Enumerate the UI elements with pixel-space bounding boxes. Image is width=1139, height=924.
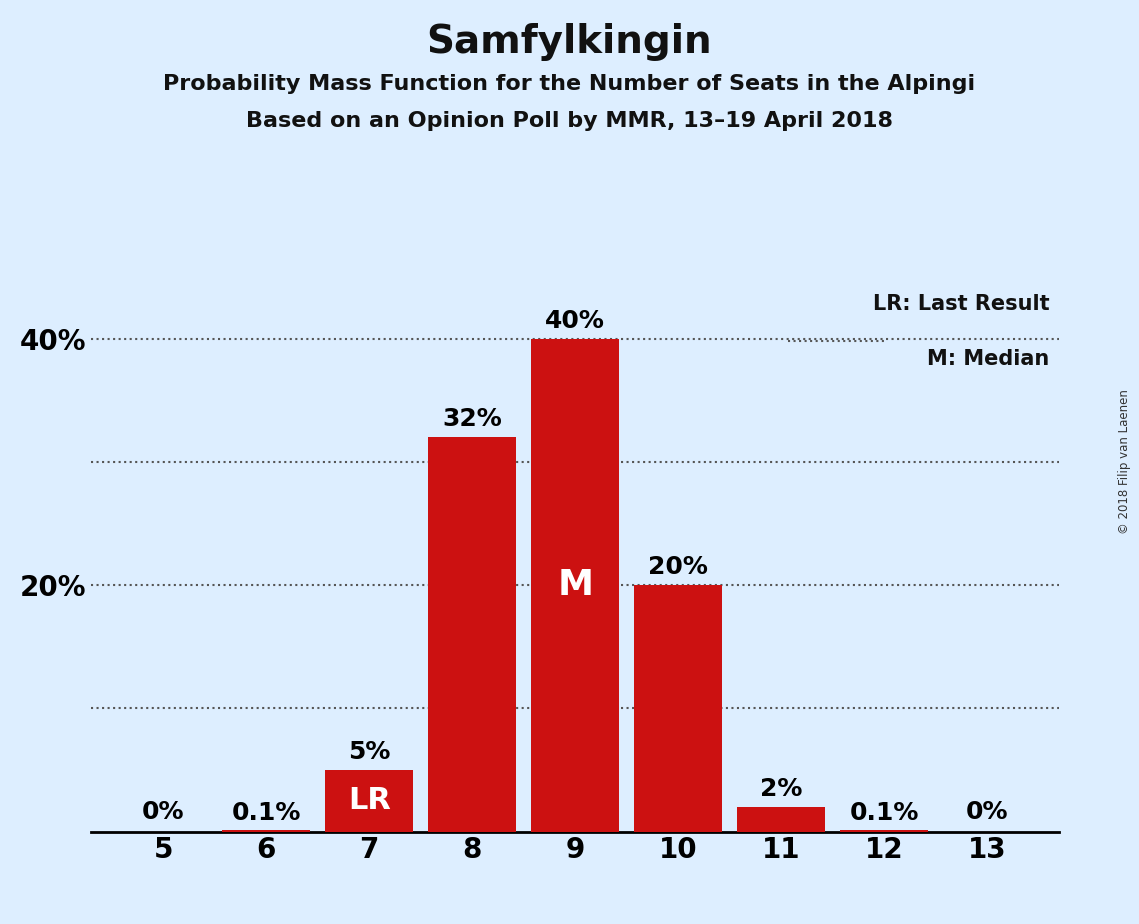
Text: 20%: 20% (648, 555, 708, 579)
Bar (428, 437, 516, 832)
Bar (737, 807, 825, 832)
Bar (634, 585, 722, 832)
Text: Probability Mass Function for the Number of Seats in the Alpingi: Probability Mass Function for the Number… (163, 74, 976, 94)
Text: Samfylkingin: Samfylkingin (427, 23, 712, 61)
Text: M: Median: M: Median (927, 349, 1049, 370)
Text: 0.1%: 0.1% (231, 801, 301, 825)
Text: LR: Last Result: LR: Last Result (872, 294, 1049, 314)
Bar (222, 831, 310, 832)
Text: 0.1%: 0.1% (850, 801, 919, 825)
Text: 40%: 40% (546, 309, 605, 333)
Text: 32%: 32% (442, 407, 502, 432)
Text: 5%: 5% (349, 740, 391, 764)
Text: LR: LR (347, 786, 391, 815)
Text: © 2018 Filip van Laenen: © 2018 Filip van Laenen (1118, 390, 1131, 534)
Text: 0%: 0% (142, 800, 185, 824)
Text: Based on an Opinion Poll by MMR, 13–19 April 2018: Based on an Opinion Poll by MMR, 13–19 A… (246, 111, 893, 131)
Text: M: M (557, 568, 593, 602)
Bar (841, 831, 928, 832)
Bar (326, 770, 413, 832)
Text: 2%: 2% (760, 777, 802, 801)
Text: 0%: 0% (966, 800, 1008, 824)
Bar (532, 339, 618, 832)
